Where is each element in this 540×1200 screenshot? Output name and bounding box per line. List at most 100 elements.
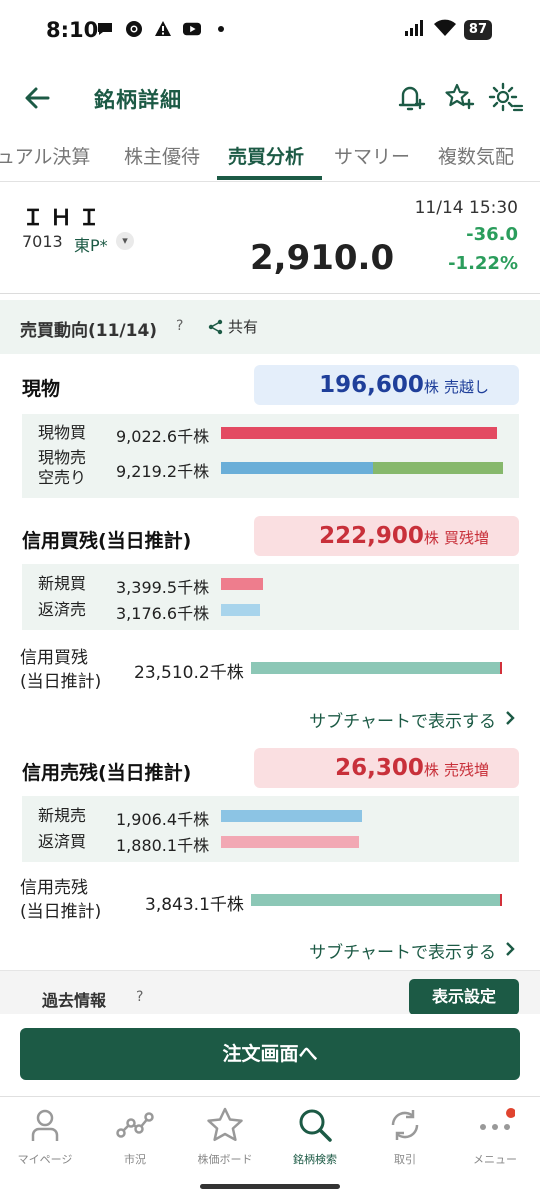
star-icon [205,1105,245,1145]
nav-stock-search[interactable]: 銘柄検索 [270,1105,360,1167]
system-icons: 87 [404,19,492,41]
repay-sell-label: 返済売 [38,600,87,619]
tab-multi-quote[interactable]: 複数気配 [438,146,515,168]
share-icon [208,319,223,334]
repay-sell-value: 3,176.6千株 [116,604,210,623]
subchart-link-buy[interactable]: サブチャートで表示する [309,712,496,732]
repay-buy-label: 返済買 [38,832,87,851]
tab-summary[interactable]: サマリー [334,146,411,168]
spot-sell-bar [221,462,373,474]
gear-icon[interactable] [486,78,524,116]
new-buy-value: 3,399.5千株 [116,578,210,597]
alert-add-icon[interactable] [392,78,430,116]
margin-sell-unit: 株 [423,761,439,779]
margin-sell-total-pill: 26,300株 売残増 [254,748,519,788]
repay-sell-bar [221,604,260,616]
margin-sell-title: 信用売残(当日推計) [22,762,192,784]
nav-label: 銘柄検索 [293,1153,337,1166]
margin-buy-status: 買残増 [443,529,489,547]
spot-buy-value: 9,022.6千株 [116,427,210,446]
new-sell-label: 新規売 [38,806,87,825]
new-sell-bar [221,810,362,822]
tab-shareholder-benefits[interactable]: 株主優待 [124,146,201,168]
spot-sell-value: 9,219.2千株 [116,462,210,481]
share-button[interactable]: 共有 [208,316,258,337]
display-settings-button[interactable]: 表示設定 [409,979,519,1015]
nav-label: 株価ボード [197,1153,253,1166]
search-icon [295,1105,335,1145]
help-icon[interactable]: ? [136,989,144,1005]
nav-menu[interactable]: メニュー [450,1105,540,1167]
bottom-nav: マイページ 市況 株価ボード 銘柄検索 取引 メニュー [0,1096,540,1200]
margin-sell-status: 売残増 [443,761,489,779]
spot-title: 現物 [22,378,61,400]
nav-label: 市況 [124,1153,146,1166]
nav-stock-board[interactable]: 株価ボード [180,1105,270,1167]
app-header: 銘柄詳細 [0,62,540,134]
market-icon [115,1105,155,1145]
past-info-bar: 過去情報 ? 表示設定 [0,970,540,1015]
tab-dual-earnings[interactable]: ュアル決算 [0,146,91,168]
chevron-down-icon[interactable]: ▾ [116,232,134,250]
spot-buy-label: 現物買 [38,423,87,442]
short-sell-bar [373,462,503,474]
nav-label: メニュー [473,1153,517,1166]
dot-icon [212,20,230,38]
help-icon[interactable]: ? [176,318,184,334]
stock-price: 2,910.0 [250,238,395,278]
spot-box: 現物買 9,022.6千株 現物売 空売り 9,219.2千株 [22,414,519,498]
spot-buy-bar [221,427,497,439]
chat-icon [96,20,114,38]
spot-sell-label: 現物売 空売り [38,448,87,487]
section-title: 売買動向(11/14) [20,321,158,341]
spot-total-pill: 196,600株 売越し [254,365,519,405]
status-bar: 8:10 87 [0,0,540,62]
order-screen-button[interactable]: 注文画面へ [20,1028,520,1080]
spot-unit: 株 [423,378,439,396]
tab-bar: ュアル決算 株主優待 売買分析 サマリー 複数気配 [0,134,540,182]
new-sell-value: 1,906.4千株 [116,810,210,829]
signal-icon [404,19,426,41]
page-title: 銘柄詳細 [94,88,182,112]
margin-sell-balance-bar [251,894,502,906]
margin-sell-box: 新規売 1,906.4千株 返済買 1,880.1千株 [22,796,519,862]
margin-buy-total-pill: 222,900株 買残増 [254,516,519,556]
stock-datetime: 11/14 15:30 [414,198,518,218]
subchart-link-sell[interactable]: サブチャートで表示する [309,943,496,963]
margin-buy-box: 新規買 3,399.5千株 返済売 3,176.6千株 [22,564,519,630]
repay-buy-bar [221,836,359,848]
chevron-right-icon[interactable] [502,710,518,726]
spot-total: 196,600 [319,372,424,398]
nav-market[interactable]: 市況 [90,1105,180,1167]
back-button[interactable] [20,80,56,116]
margin-buy-balance-label: 信用買残 (当日推計) [20,648,102,692]
margin-buy-unit: 株 [423,529,439,547]
menu-icon [475,1105,516,1145]
nav-mypage[interactable]: マイページ [0,1105,90,1167]
favorite-add-icon[interactable] [440,78,478,116]
nav-trade[interactable]: 取引 [360,1105,450,1167]
margin-sell-balance-label: 信用売残 (当日推計) [20,878,102,922]
stock-market[interactable]: 東P* [74,236,108,255]
nav-label: 取引 [394,1153,416,1166]
chevron-right-icon[interactable] [502,941,518,957]
margin-sell-total: 26,300 [335,755,424,781]
margin-buy-title: 信用買残(当日推計) [22,530,192,552]
stock-change: -36.0 [466,224,518,245]
margin-buy-balance-bar [251,662,502,674]
repay-buy-value: 1,880.1千株 [116,836,210,855]
tab-trade-analysis[interactable]: 売買分析 [228,146,305,168]
margin-buy-balance-value: 23,510.2千株 [134,663,244,683]
stock-header: ＩＨＩ 7013 東P* ▾ 2,910.0 11/14 15:30 -36.0… [0,182,540,294]
order-area: 注文画面へ [0,1014,540,1096]
youtube-icon [183,20,201,38]
stock-change-pct: -1.22% [448,253,518,274]
active-tab-indicator [217,176,322,180]
person-icon [25,1105,65,1145]
status-time: 8:10 [46,18,99,42]
past-info-title: 過去情報 [42,991,107,1010]
wifi-icon [433,19,456,41]
new-buy-bar [221,578,263,590]
chrome-icon [125,20,143,38]
stock-name: ＩＨＩ [22,206,107,231]
